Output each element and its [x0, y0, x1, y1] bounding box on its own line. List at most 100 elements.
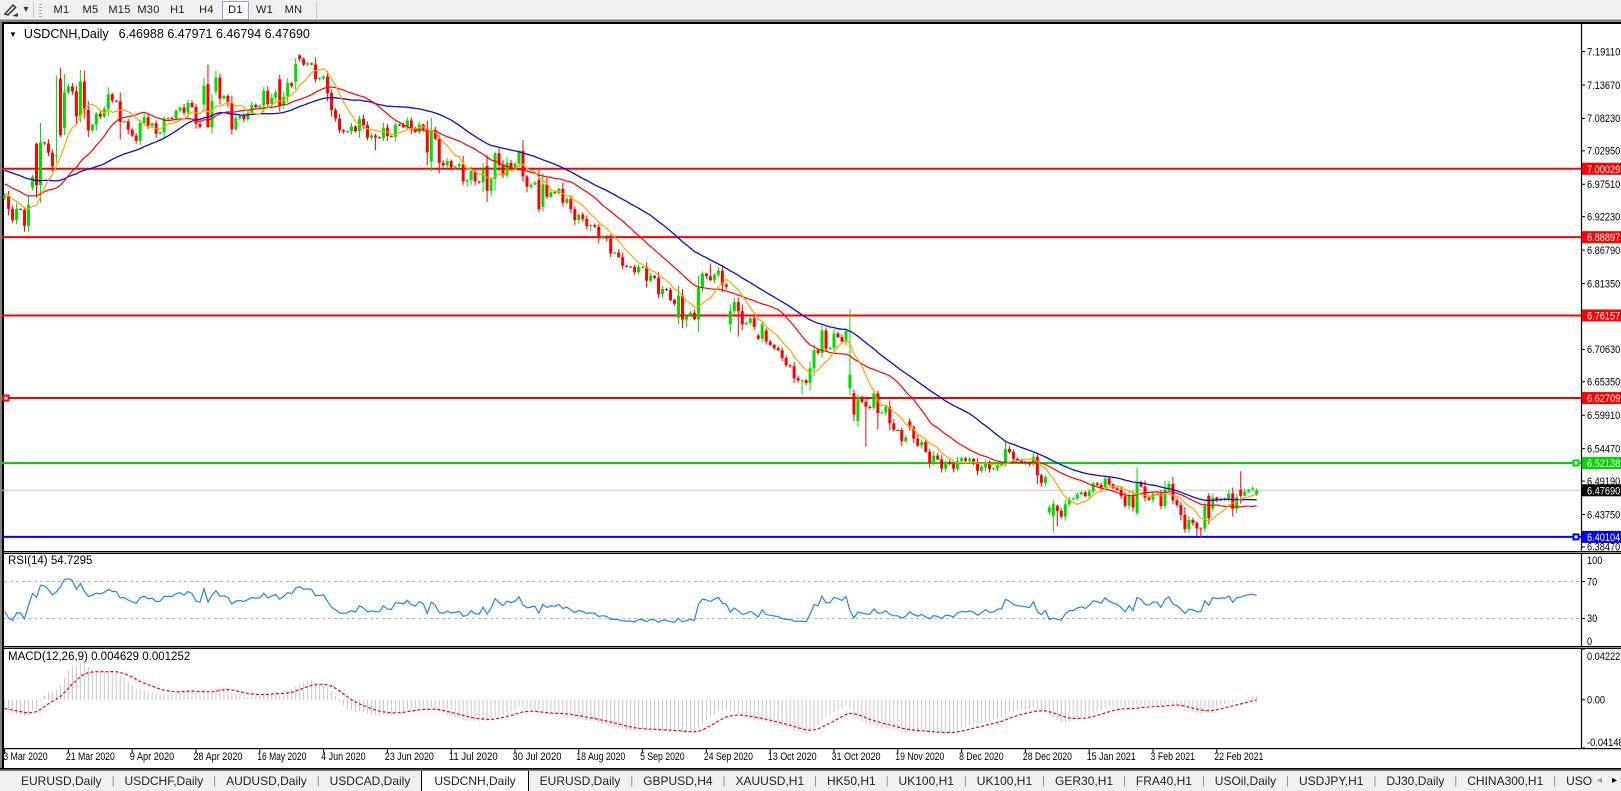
- price-tick-label: 7.02950: [1587, 146, 1620, 158]
- candle-bear: [692, 312, 696, 320]
- candle-bull: [286, 82, 290, 97]
- chart-tab-hk50-h1[interactable]: HK50,H1: [826, 773, 876, 788]
- candle-bear: [170, 117, 174, 119]
- candle-bull: [3, 195, 7, 199]
- chart-tab-usdjpy-h1[interactable]: USDJPY,H1: [1299, 773, 1364, 788]
- chart-tab-audusd-daily[interactable]: AUDUSD,Daily: [226, 773, 307, 788]
- timeframe-button-m5[interactable]: M5: [82, 3, 99, 16]
- candle-bear: [338, 118, 342, 131]
- timeframe-button-d1[interactable]: D1: [222, 0, 249, 20]
- chart-tab-xauusd-h1[interactable]: XAUUSD,H1: [735, 773, 805, 788]
- candle-bear: [330, 93, 334, 111]
- candle-bull: [684, 315, 688, 320]
- candle-bear: [314, 64, 318, 80]
- candle-bull: [828, 347, 832, 349]
- candle-bull: [904, 437, 908, 442]
- candle-bear: [561, 188, 565, 203]
- price-tick-label: 6.38470: [1587, 542, 1620, 554]
- chart-tab-usoil-daily[interactable]: USOil,Daily: [1214, 773, 1277, 788]
- tab-separator: |: [111, 774, 115, 787]
- candle-bear: [310, 63, 314, 65]
- candle-bear: [1011, 452, 1015, 459]
- timeframe-button-m15[interactable]: M15: [108, 3, 131, 16]
- tab-scroll-right-icon[interactable]: ▸: [1611, 775, 1617, 786]
- candle-bear: [86, 109, 90, 131]
- candle-bull: [1127, 496, 1131, 506]
- candle-bull: [1211, 497, 1215, 509]
- chart-tab-uk100-h1[interactable]: UK100,H1: [976, 773, 1033, 788]
- level-badge-6.88897: 6.88897: [1587, 232, 1620, 244]
- candle-bear: [361, 118, 365, 126]
- tab-separator: |: [963, 774, 967, 787]
- chart-tab-usdchf-daily[interactable]: USDCHF,Daily: [124, 773, 204, 788]
- price-tick-label: 6.70630: [1587, 344, 1620, 356]
- ma-slow-line: [4, 96, 1257, 502]
- chart-tab-usdcad-daily[interactable]: USDCAD,Daily: [329, 773, 411, 788]
- tab-separator: |: [814, 774, 817, 787]
- candle-bear: [23, 209, 27, 226]
- time-tick-label: 19 Nov 2020: [895, 751, 944, 763]
- chart-tab-china300-h1[interactable]: CHINA300,H1: [1467, 773, 1544, 788]
- candle-bull: [158, 132, 162, 134]
- toolbar-drag-grip[interactable]: [37, 2, 44, 18]
- candle-bull: [513, 163, 517, 168]
- tab-scroll-left-icon[interactable]: ◂: [1596, 775, 1602, 786]
- candle-bear: [1007, 448, 1011, 453]
- candle-bear: [704, 273, 708, 277]
- cursor-dropdown-caret-icon[interactable]: ▾: [23, 4, 29, 15]
- chart-tab-fra40-h1[interactable]: FRA40,H1: [1135, 773, 1192, 788]
- chart-tab-dj30-daily[interactable]: DJ30,Daily: [1386, 773, 1445, 788]
- cursor-tool-button[interactable]: ▾: [0, 0, 32, 20]
- timeframe-button-w1[interactable]: W1: [255, 3, 274, 16]
- candle-bear: [852, 393, 856, 415]
- candle-bull: [848, 374, 852, 389]
- chart-tab-uk100-h1[interactable]: UK100,H1: [898, 773, 954, 788]
- rsi-tick-label: 100: [1587, 555, 1602, 567]
- chart-tab-eurusd-daily[interactable]: EURUSD,Daily: [21, 773, 102, 788]
- candle-bull: [1047, 507, 1051, 513]
- chart-tab-eurusd-daily[interactable]: EURUSD,Daily: [539, 773, 621, 788]
- ohlc-high: 6.47971: [167, 27, 213, 41]
- candle-bull: [294, 64, 298, 82]
- timeframe-button-m1[interactable]: M1: [53, 3, 70, 16]
- candle-bull: [1235, 497, 1239, 509]
- time-tick-label: 15 Jan 2021: [1087, 751, 1136, 763]
- current-price-badge: 6.47690: [1587, 485, 1620, 497]
- candle-bull: [980, 467, 984, 471]
- tab-separator: |: [1042, 774, 1046, 787]
- chart-tab-ger30-h1[interactable]: GER30,H1: [1055, 773, 1114, 788]
- price-tick-label: 6.81350: [1587, 278, 1620, 290]
- rsi-tick-label: 70: [1587, 576, 1597, 588]
- collapse-triangle-icon[interactable]: ▼: [9, 30, 17, 39]
- candle-bear: [708, 276, 712, 281]
- ohlc-open: 6.46988: [118, 27, 164, 41]
- timeframe-button-h4[interactable]: H4: [199, 3, 214, 16]
- candle-bull: [150, 123, 154, 126]
- tab-separator: |: [630, 774, 634, 787]
- timeframe-button-m30[interactable]: M30: [137, 3, 160, 16]
- candle-bull: [78, 81, 82, 117]
- candle-bear: [389, 136, 393, 138]
- candle-bull: [493, 153, 497, 179]
- candle-bull: [517, 150, 521, 164]
- candle-bull: [999, 464, 1003, 466]
- candle-bull: [995, 464, 999, 469]
- candle-bull: [832, 333, 836, 348]
- candle-bull: [445, 160, 449, 166]
- time-tick-label: 18 Aug 2020: [576, 751, 625, 763]
- timeframe-button-mn[interactable]: MN: [284, 3, 303, 16]
- candle-bear: [1095, 483, 1099, 486]
- candle-bear: [625, 265, 629, 267]
- timeframe-button-h1[interactable]: H1: [170, 3, 185, 16]
- candle-bear: [888, 406, 892, 424]
- candle-bull: [760, 324, 764, 339]
- time-tick-label: 16 May 2020: [257, 751, 306, 763]
- candle-bull: [880, 412, 884, 414]
- candle-bull: [346, 130, 350, 132]
- candle-bear: [900, 429, 904, 442]
- chart-tab-gbpusd-h4[interactable]: GBPUSD,H4: [643, 773, 713, 788]
- candle-bull: [162, 118, 166, 133]
- chart-tab-usoil[interactable]: USOil,: [1566, 773, 1601, 788]
- candle-bull: [728, 311, 732, 325]
